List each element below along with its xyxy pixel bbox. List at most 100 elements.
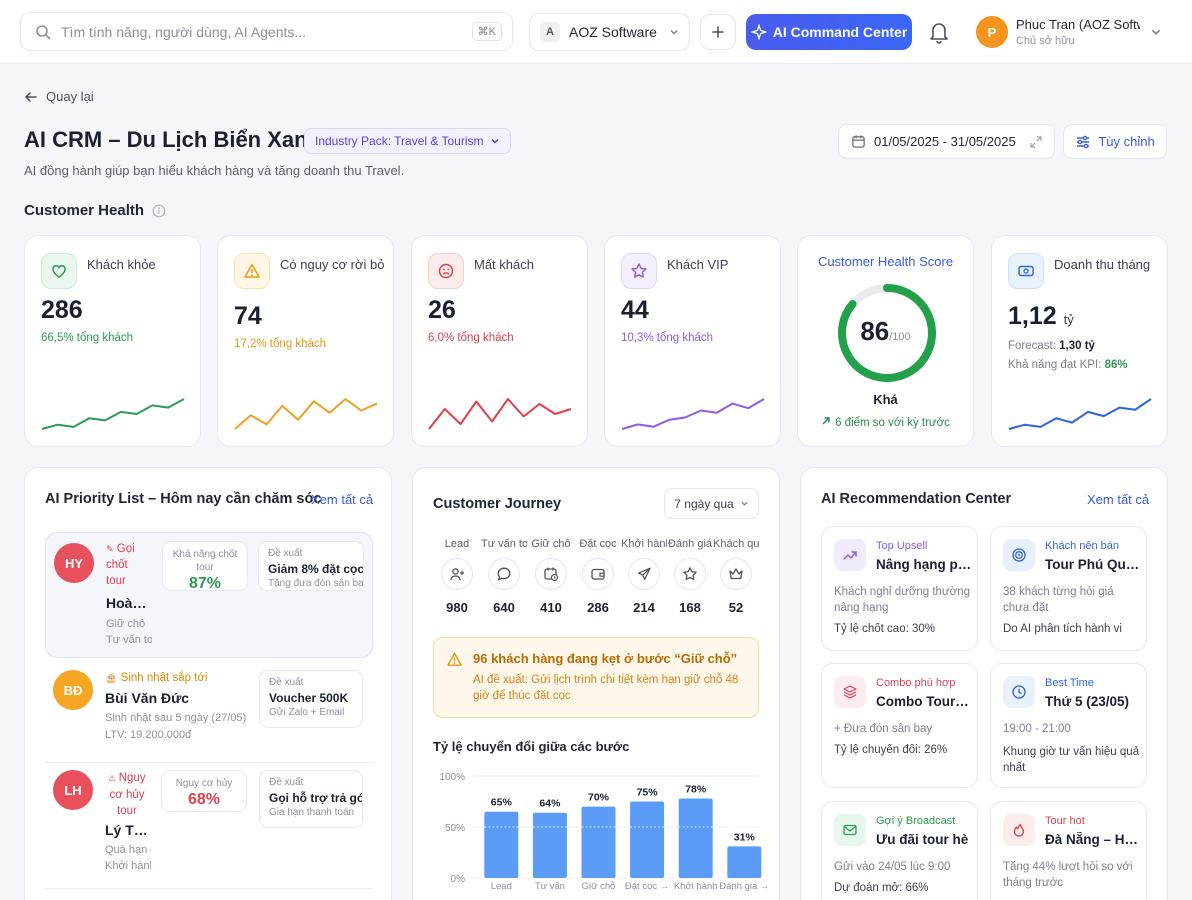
period-dropdown[interactable]: 7 ngày qua [664,488,759,519]
recommendation-view-all-link[interactable]: Xem tất cả [1087,492,1150,507]
notifications-button[interactable] [928,20,950,49]
recommendation-card[interactable]: Gợi ý Broadcast Ưu đãi tour hè Gửi vào 2… [821,801,978,900]
priority-tag: ✎ Gọi chốt tour [106,541,146,589]
bar-value-label: 31% [734,831,756,843]
industry-pack-dropdown[interactable]: Industry Pack: Travel & Tourism [304,128,511,154]
journey-stage[interactable]: Đánh giá 168 [667,538,713,615]
proposal-value: Gọi hỗ trợ trả góp [269,791,362,805]
section-title-text: Customer Health [24,202,145,219]
customer-health-title: Customer Health [24,202,166,219]
recommendation-card[interactable]: Tour hot Đà Nẵng – Hội An Tăng 44% lượt … [990,801,1147,900]
stage-label: Khách quen [713,538,759,550]
sparkline [621,398,765,430]
recommendation-card[interactable]: Best Time Thứ 5 (23/05) 19:00 - 21:00 Kh… [990,663,1147,788]
kpi-sub: 6,0% tổng khách [428,332,514,344]
avatar: LH [53,770,93,810]
close-chance-box: Khả năng chốt tour 87% [162,541,248,592]
back-label: Quay lại [46,89,94,104]
revenue-forecast: Forecast: 1,30 tỷ [1008,340,1095,352]
date-range-value: 01/05/2025 - 31/05/2025 [874,134,1016,149]
sparkline [41,398,185,430]
warning-icon [447,652,462,666]
proposal-box[interactable]: Đề xuất Gọi hỗ trợ trả góp Gia hạn thanh… [259,770,363,828]
kpi-card-healthy[interactable]: Khách khỏe 286 66,5% tổng khách [24,235,201,447]
priority-item[interactable]: BĐ 🎂 Sinh nhật sắp tới Bùi Văn Đức Sinh … [45,668,373,748]
journey-stage[interactable]: Khách quen 52 [713,538,759,615]
proposal-box[interactable]: Đề xuất Giảm 8% đặt cọc Tặng đưa đón sân… [258,541,364,591]
score-value: 86/100 [798,316,973,347]
rec-tag: Combo phù hợp [876,677,956,689]
conversion-chart-title: Tỷ lệ chuyển đổi giữa các bước [433,739,630,754]
sad-face-icon [428,253,464,289]
priority-item[interactable]: HY ✎ Gọi chốt tour Hoàng Yến Giữ chỗ Tư … [45,532,373,658]
bar [581,806,616,878]
priority-item[interactable]: LH ⚠ Nguy cơ hủy tour Lý Thu Hà Quá hạn … [45,768,373,878]
bar [727,846,762,878]
user-role: Chủ sở hữu [1016,35,1075,47]
recommendation-card[interactable]: Combo phù hợp Combo Tour + Hotel + Đưa đ… [821,663,978,788]
workspace-switcher[interactable]: A AOZ Software [529,13,690,51]
journey-stage[interactable]: Tư vấn tour 640 [481,538,527,615]
date-range-picker[interactable]: 01/05/2025 - 31/05/2025 [838,124,1055,159]
journey-stage[interactable]: Giữ chỗ 410 [528,538,574,615]
journey-stage[interactable]: Đặt cọc 286 [575,538,621,615]
kpi-card-vip[interactable]: Khách VIP 44 10,3% tổng khách [604,235,781,447]
layers-icon [834,676,866,708]
rec-title: Đà Nẵng – Hội An [1045,832,1141,847]
industry-pack-label: Industry Pack: Travel & Tourism [315,134,484,148]
back-link[interactable]: Quay lại [24,89,94,104]
page-title: AI CRM – Du Lịch Biển Xanh [24,127,322,152]
clock-icon [1003,676,1035,708]
kpi-card-at-risk[interactable]: Có nguy cơ rời bỏ 74 17,2% tổng khách [217,235,394,447]
box-value: 68% [187,791,221,808]
workspace-badge: A [540,22,560,42]
rec-title: Ưu đãi tour hè [876,832,969,847]
score-number: 86 [860,316,890,346]
recommendation-card[interactable]: Khách nên bán Tour Phú Quốc 38 khách từn… [990,526,1147,651]
pen-icon: ✎ [106,544,114,554]
customer-meta: Sinh nhật sau 5 ngày (27/05) [105,712,247,724]
star-icon [674,558,706,590]
rec-tag: Top Upsell [876,540,928,552]
crown-icon [720,558,752,590]
revenue-number: 1,12 [1008,302,1057,330]
warning-icon [234,253,270,289]
priority-tag: ⚠ Nguy cơ hủy tour [105,770,149,819]
user-menu[interactable]: P Phuc Tran (AOZ Software) Chủ sở hữu [976,14,1172,50]
sparkline-path [234,398,378,430]
customer-name: Bùi Văn Đức [105,690,190,706]
sparkline-path [41,398,185,430]
customize-button[interactable]: Tùy chỉnh [1063,124,1167,159]
add-button[interactable] [700,14,736,50]
kpi-chance-label: Khả năng đạt KPI: [1008,359,1102,371]
journey-stage[interactable]: Lead 980 [434,538,480,615]
priority-tag-text: Gọi chốt tour [106,543,135,587]
proposal-box[interactable]: Đề xuất Voucher 500K Gửi Zalo + Email [259,670,363,728]
priority-view-all-link[interactable]: Xem tất cả [311,492,374,507]
box-label: Khả năng chốt tour [172,549,238,573]
stage-label: Đánh giá [667,538,713,550]
kpi-label: Khách khỏe [87,257,156,272]
sparkline-path [1008,398,1152,430]
stuck-customers-alert[interactable]: 96 khách hàng đang kẹt ở bước “Giữ chỗ” … [433,637,759,718]
stage-label: Tư vấn tour [481,538,527,550]
global-search-input[interactable]: Tìm tính năng, người dùng, AI Agents... … [20,12,513,51]
proposal-label: Đề xuất [268,548,303,559]
stage-value: 52 [728,600,744,615]
recommendation-card[interactable]: Top Upsell Nâng hạng phòng Khách nghỉ dư… [821,526,978,651]
info-icon[interactable] [152,204,166,218]
kpi-value: 26 [428,296,456,324]
kpi-card-lost[interactable]: Mất khách 26 6,0% tổng khách [411,235,588,447]
kpi-sub: 66,5% tổng khách [41,332,134,344]
chevron-down-icon [1151,29,1161,35]
journey-stage[interactable]: Khởi hành 214 [621,538,667,615]
kpi-card-health-score[interactable]: Customer Health Score 86/100 Khá 6 điểm … [797,235,974,447]
kpi-chance-value: 86% [1104,359,1128,371]
calendar-icon [852,135,865,148]
ai-command-label: AI Command Center [772,24,908,40]
kpi-card-revenue[interactable]: Doanh thu tháng 1,12 tỷ Forecast: 1,30 t… [991,235,1168,447]
proposal-value: Giảm 8% đặt cọc [268,562,363,576]
kpi-sub: 10,3% tổng khách [621,332,714,344]
ai-command-center-button[interactable]: AI Command Center [746,14,912,50]
divider [45,762,373,763]
